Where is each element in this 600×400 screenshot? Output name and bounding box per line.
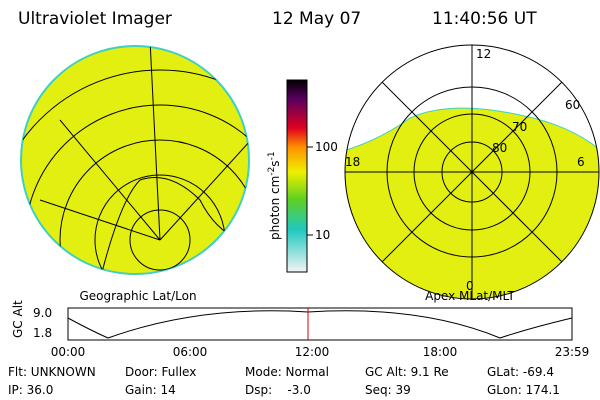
info-field: Mode: Normal	[245, 365, 329, 379]
date: 12 May 07	[272, 9, 361, 29]
y-tick-label: 1.8	[33, 326, 52, 340]
right-map-label: Apex MLat/MLT	[425, 289, 515, 303]
info-field: Seq: 39	[365, 383, 411, 397]
colorbar: 100 10 photon cm-2s-1	[267, 79, 338, 273]
info-field: Gain: 14	[125, 383, 176, 397]
time: 11:40:56 UT	[432, 9, 537, 29]
x-tick-label: 12:00	[295, 345, 330, 359]
lat-label: 80	[492, 141, 507, 155]
colorbar-label: photon cm-2s-1	[267, 151, 282, 240]
x-tick-label: 06:00	[173, 345, 208, 359]
info-field: IP: 36.0	[8, 383, 53, 397]
mlt-label: 6	[577, 155, 585, 169]
info-field: GC Alt: 9.1 Re	[365, 365, 449, 379]
info-field: GLon: 174.1	[487, 383, 560, 397]
lat-label: 70	[512, 120, 527, 134]
y-tick-label: 9.0	[33, 306, 52, 320]
colorbar-tick: 10	[315, 228, 330, 242]
left-map: Geographic Lat/Lon	[20, 45, 250, 303]
y-axis-label: GC Alt	[11, 300, 25, 338]
title: Ultraviolet Imager	[18, 9, 172, 29]
mlt-label: 12	[476, 47, 491, 61]
right-map: 12 6 18 0 60 70 80 Apex MLat/MLT	[344, 44, 600, 303]
info-field: Flt: UNKNOWN	[8, 365, 96, 379]
left-map-label: Geographic Lat/Lon	[79, 289, 196, 303]
info-panel: Flt: UNKNOWN Door: Fullex Mode: Normal GC A…	[8, 365, 560, 397]
info-field: Dsp: -3.0	[245, 383, 311, 397]
x-tick-label: 18:00	[423, 345, 458, 359]
x-tick-label: 00:00	[51, 345, 86, 359]
info-field: Door: Fullex	[125, 365, 196, 379]
x-tick-label: 23:59	[555, 345, 590, 359]
lat-label: 60	[565, 98, 580, 112]
mlt-label: 18	[345, 155, 360, 169]
mlt-label: 0	[466, 279, 474, 293]
altitude-plot: GC Alt 9.0 1.8 00:00 06:00 12:00 18:00 23:59	[11, 300, 589, 359]
info-field: GLat: -69.4	[487, 365, 554, 379]
colorbar-tick: 100	[315, 140, 338, 154]
